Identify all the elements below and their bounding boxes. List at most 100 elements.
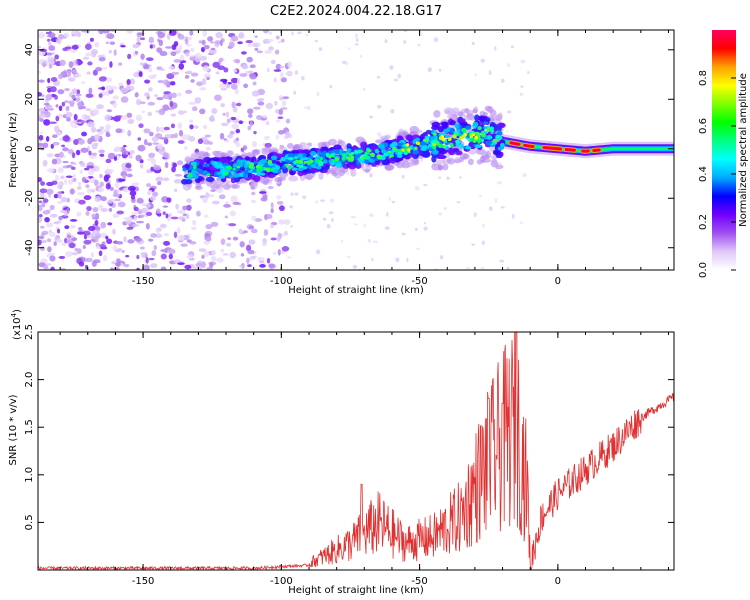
- noise-blob: [48, 107, 54, 111]
- noise-blob: [223, 67, 229, 73]
- noise-speck: [427, 67, 432, 73]
- noise-blob: [106, 109, 113, 113]
- noise-speck: [328, 211, 334, 215]
- signal-blob: [483, 121, 489, 125]
- noise-blob: [151, 191, 159, 197]
- signal-blob: [487, 108, 493, 113]
- noise-blob: [50, 143, 54, 149]
- noise-blob: [211, 108, 218, 115]
- noise-blob: [64, 225, 70, 230]
- signal-blob: [342, 152, 346, 157]
- noise-blob: [263, 229, 269, 236]
- noise-speck: [446, 176, 450, 181]
- signal-blob: [349, 157, 355, 162]
- noise-blob: [89, 154, 97, 159]
- noise-speck: [355, 43, 359, 46]
- noise-blob: [149, 44, 153, 49]
- noise-blob: [140, 252, 148, 257]
- noise-speck: [437, 176, 442, 180]
- signal-blob: [443, 134, 451, 139]
- signal-blob: [480, 138, 484, 143]
- noise-blob: [39, 188, 48, 194]
- noise-blob: [230, 83, 238, 90]
- noise-blob: [108, 49, 113, 54]
- signal-blob: [491, 158, 498, 165]
- noise-blob: [245, 244, 252, 252]
- noise-blob: [161, 196, 169, 203]
- noise-blob: [84, 115, 91, 120]
- signal-blob: [245, 160, 251, 165]
- noise-speck: [401, 174, 405, 179]
- noise-speck: [390, 108, 395, 114]
- noise-blob: [266, 213, 273, 219]
- noise-blob: [112, 245, 118, 251]
- signal-blob: [467, 139, 473, 142]
- noise-blob: [105, 235, 109, 240]
- noise-blob: [55, 37, 62, 45]
- noise-blob: [87, 121, 95, 128]
- noise-blob: [262, 115, 268, 119]
- noise-blob: [81, 30, 89, 33]
- noise-blob: [168, 213, 172, 218]
- signal-blob: [350, 151, 354, 156]
- noise-blob: [199, 55, 207, 61]
- signal-blob: [335, 162, 342, 169]
- noise-blob: [162, 177, 170, 182]
- signal-blob: [333, 149, 341, 154]
- noise-blob: [284, 72, 293, 75]
- noise-speck: [520, 59, 526, 64]
- spectrogram-ylabel: Frequency (Hz): [8, 112, 19, 188]
- noise-blob: [163, 240, 171, 246]
- noise-blob: [98, 250, 103, 257]
- noise-blob: [156, 126, 160, 133]
- noise-blob: [45, 52, 53, 56]
- noise-blob: [54, 54, 60, 60]
- noise-blob: [121, 115, 128, 120]
- noise-speck: [401, 232, 406, 236]
- noise-blob: [170, 51, 177, 57]
- noise-blob: [150, 233, 157, 238]
- noise-speck: [315, 249, 321, 255]
- noise-blob: [105, 123, 111, 131]
- signal-blob: [324, 164, 330, 170]
- signal-blob: [413, 129, 423, 134]
- noise-speck: [367, 238, 371, 243]
- noise-speck: [456, 201, 461, 204]
- noise-blob: [210, 256, 217, 262]
- noise-blob: [99, 181, 104, 187]
- noise-blob: [153, 244, 158, 251]
- noise-blob: [120, 96, 129, 103]
- noise-speck: [494, 46, 497, 51]
- noise-blob: [136, 32, 145, 36]
- noise-blob: [71, 152, 76, 159]
- noise-blob: [146, 183, 151, 188]
- signal-blob: [474, 114, 480, 122]
- signal-blob: [371, 162, 377, 167]
- noise-blob: [113, 49, 117, 56]
- signal-blob: [437, 125, 445, 133]
- noise-blob: [215, 188, 224, 193]
- snr-scale-exponent: 4: [10, 312, 18, 317]
- snr-panel: -150 -100 -50 0 0.5 1.0 1.5 2.0 2.5 Height of st…: [8, 309, 675, 596]
- noise-blob: [39, 131, 44, 134]
- noise-blob: [113, 156, 118, 161]
- noise-blob: [176, 92, 182, 97]
- noise-blob: [43, 240, 48, 243]
- signal-blob: [198, 150, 206, 159]
- noise-blob: [45, 136, 50, 142]
- noise-blob: [82, 56, 90, 60]
- noise-blob: [65, 111, 73, 118]
- noise-speck: [458, 176, 462, 179]
- noise-blob: [38, 204, 46, 208]
- noise-blob: [106, 238, 113, 245]
- signal-blob: [442, 123, 448, 129]
- noise-blob: [71, 94, 76, 100]
- signal-blob: [355, 162, 362, 169]
- noise-blob: [211, 47, 216, 51]
- noise-speck: [341, 239, 344, 243]
- noise-blob: [38, 235, 45, 240]
- noise-blob: [47, 252, 55, 256]
- noise-blob: [78, 226, 83, 231]
- colorbar-tick-label: 0.8: [698, 70, 709, 86]
- noise-blob: [123, 217, 130, 220]
